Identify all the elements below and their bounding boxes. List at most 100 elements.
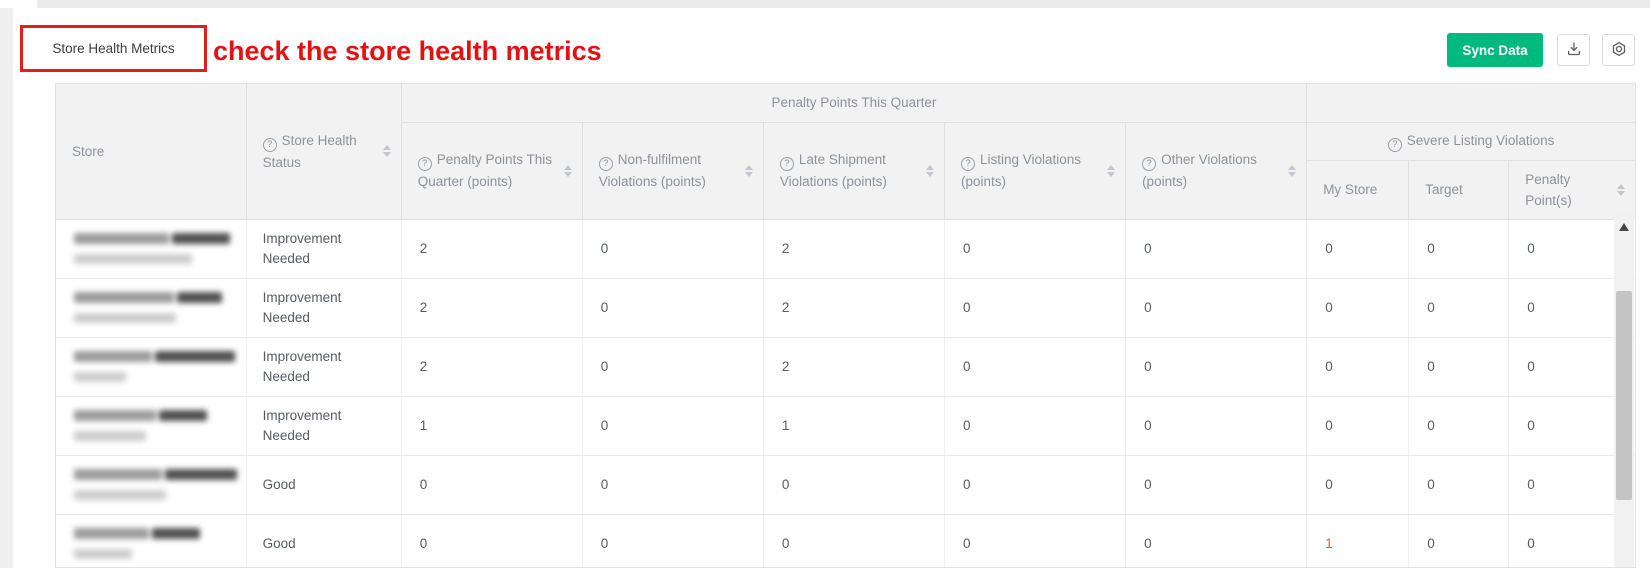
page-top-notch — [0, 0, 37, 8]
value-cell: 0 — [1408, 278, 1510, 338]
value-cell: 1 — [763, 396, 945, 456]
status-cell: Good — [246, 455, 402, 515]
sort-icon[interactable] — [1288, 164, 1297, 178]
value-cell: 0 — [944, 337, 1127, 397]
value-cell: 0 — [582, 514, 764, 567]
help-icon[interactable]: ? — [960, 157, 975, 171]
value-cell: 2 — [401, 337, 583, 397]
value-cell: 0 — [1508, 396, 1635, 456]
value-cell: 0 — [1306, 396, 1410, 456]
value-cell: 0 — [1125, 514, 1308, 567]
value-cell: 0 — [944, 396, 1127, 456]
store-cell — [56, 278, 247, 338]
value-cell: 0 — [1125, 455, 1308, 515]
gear-icon — [1611, 41, 1627, 60]
help-icon[interactable]: ? — [779, 157, 794, 171]
settings-button[interactable] — [1602, 34, 1635, 66]
redacted-store-name — [74, 528, 246, 560]
status-cell: Good — [246, 514, 402, 567]
help-icon[interactable]: ? — [417, 157, 432, 171]
col-header-store: Store — [56, 84, 247, 220]
col-group-penalty-points: Penalty Points This Quarter — [401, 84, 1308, 123]
value-cell: 0 — [1306, 278, 1410, 338]
value-cell: 1 — [401, 396, 583, 456]
help-icon[interactable]: ? — [262, 137, 277, 152]
value-cell: 0 — [1408, 455, 1510, 515]
sort-icon[interactable] — [382, 144, 391, 158]
value-cell: 0 — [1408, 396, 1510, 456]
value-cell: 0 — [1306, 337, 1410, 397]
value-cell: 0 — [1508, 514, 1635, 567]
annotation-text: check the store health metrics — [213, 36, 602, 66]
col-header-non-fulfilment[interactable]: ? Non-fulfilment Violations (points) — [582, 122, 764, 220]
col-header-target: Target — [1408, 160, 1510, 220]
col-header-my-store: My Store — [1306, 160, 1410, 220]
sort-icon[interactable] — [925, 164, 934, 178]
value-cell: 0 — [763, 514, 945, 567]
sort-icon[interactable] — [563, 164, 572, 178]
sort-icon[interactable] — [1617, 183, 1625, 197]
value-cell: 0 — [401, 514, 583, 567]
value-cell: 0 — [1408, 219, 1510, 279]
store-cell — [56, 455, 247, 515]
store-cell — [56, 514, 247, 567]
value-cell: 0 — [1125, 396, 1308, 456]
status-cell: Improvement Needed — [246, 396, 402, 456]
value-cell: 0 — [582, 455, 764, 515]
value-cell: 0 — [1508, 219, 1635, 279]
value-cell: 0 — [944, 455, 1127, 515]
store-cell — [56, 396, 247, 456]
value-cell: 0 — [1306, 455, 1410, 515]
value-cell: 2 — [763, 219, 945, 279]
help-icon[interactable]: ? — [598, 157, 613, 171]
value-cell: 0 — [401, 455, 583, 515]
scrollbar-thumb[interactable] — [1616, 291, 1632, 500]
col-header-late-shipment[interactable]: ? Late Shipment Violations (points) — [763, 122, 945, 220]
value-cell: 0 — [1508, 278, 1635, 338]
col-header-penalty-points-severe[interactable]: Penalty Point(s) — [1508, 160, 1635, 220]
value-cell: 1 — [1306, 514, 1410, 567]
table-row: Improvement Needed 2 0 2 0 0 0 0 0 — [56, 278, 1635, 338]
value-cell: 0 — [763, 455, 945, 515]
col-header-other-violations[interactable]: ? Other Violations (points) — [1125, 122, 1308, 220]
value-cell: 0 — [582, 337, 764, 397]
col-group-severe-listing: ? Severe Listing Violations — [1306, 122, 1635, 161]
value-cell: 0 — [1125, 337, 1308, 397]
store-cell — [56, 337, 247, 397]
col-header-penalty-points[interactable]: ? Penalty Points This Quarter (points) — [401, 122, 583, 220]
value-cell: 0 — [1408, 514, 1510, 567]
store-health-card: Store Health Metrics check the store hea… — [13, 8, 1650, 568]
redacted-store-name — [74, 233, 246, 264]
sync-data-button[interactable]: Sync Data — [1447, 33, 1543, 67]
scroll-up-icon[interactable] — [1619, 223, 1629, 231]
value-cell: 0 — [1508, 337, 1635, 397]
download-button[interactable] — [1557, 34, 1590, 66]
redacted-store-name — [74, 351, 246, 382]
value-cell: 2 — [763, 337, 945, 397]
value-cell: 2 — [401, 219, 583, 279]
status-cell: Improvement Needed — [246, 278, 402, 338]
value-cell: 0 — [1125, 219, 1308, 279]
col-header-listing-violations[interactable]: ? Listing Violations (points) — [944, 122, 1127, 220]
sort-icon[interactable] — [1107, 164, 1116, 178]
sort-icon[interactable] — [744, 164, 753, 178]
value-cell: 2 — [763, 278, 945, 338]
value-cell: 0 — [944, 219, 1127, 279]
help-icon[interactable]: ? — [1387, 138, 1402, 152]
col-header-status[interactable]: ? Store Health Status — [246, 84, 402, 220]
table-row: Improvement Needed 2 0 2 0 0 0 0 0 — [56, 337, 1635, 397]
value-cell: 0 — [582, 278, 764, 338]
value-cell: 0 — [1408, 337, 1510, 397]
redacted-store-name — [74, 292, 246, 323]
store-health-table: Store ? Store Health Status Penalty Point… — [56, 84, 1635, 567]
value-cell: 0 — [582, 396, 764, 456]
value-cell: 0 — [944, 514, 1127, 567]
page-top-strip — [0, 0, 1650, 8]
help-icon[interactable]: ? — [1142, 157, 1157, 171]
status-cell: Improvement Needed — [246, 337, 402, 397]
store-health-table-container: Store ? Store Health Status Penalty Point… — [55, 83, 1636, 568]
table-row: Good 0 0 0 0 0 0 0 0 — [56, 455, 1635, 515]
annotation-highlight-box: Store Health Metrics — [20, 25, 207, 72]
vertical-scrollbar[interactable] — [1614, 214, 1634, 567]
table-row: Good 0 0 0 0 0 1 0 0 — [56, 514, 1635, 567]
